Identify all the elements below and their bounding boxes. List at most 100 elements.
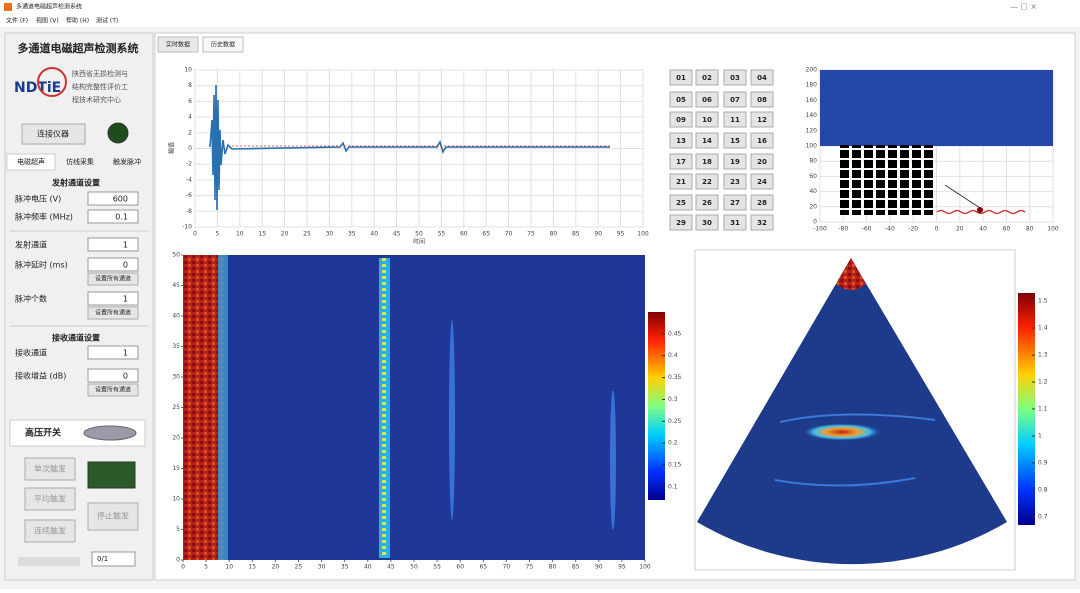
- channel-button[interactable]: [723, 194, 747, 211]
- channel-button[interactable]: [695, 194, 719, 211]
- trigger-button[interactable]: [87, 502, 139, 531]
- menu-item[interactable]: 视图 (V): [36, 17, 59, 25]
- set-all-button[interactable]: [87, 306, 139, 320]
- channel-label[interactable]: 16: [757, 137, 767, 145]
- channel-label[interactable]: 32: [757, 219, 767, 227]
- channel-button[interactable]: [669, 132, 693, 149]
- channel-button[interactable]: [750, 153, 774, 170]
- channel-button[interactable]: [750, 69, 774, 86]
- window-controls[interactable]: — ☐ ✕: [1010, 3, 1037, 12]
- hv-toggle[interactable]: [83, 425, 137, 441]
- set-all-button[interactable]: [87, 272, 139, 286]
- channel-label[interactable]: 06: [702, 96, 712, 104]
- channel-label[interactable]: 13: [676, 137, 686, 145]
- channel-button[interactable]: [669, 214, 693, 231]
- channel-label[interactable]: 14: [702, 137, 712, 145]
- channel-button[interactable]: [750, 111, 774, 128]
- input-value[interactable]: 1: [123, 349, 128, 358]
- channel-button[interactable]: [695, 69, 719, 86]
- channel-button[interactable]: [723, 132, 747, 149]
- channel-button[interactable]: [669, 91, 693, 108]
- channel-label[interactable]: 09: [676, 116, 686, 124]
- channel-button[interactable]: [695, 173, 719, 190]
- channel-label[interactable]: 23: [730, 178, 740, 186]
- trigger-label[interactable]: 连续触发: [34, 526, 66, 536]
- channel-button[interactable]: [750, 132, 774, 149]
- view-tab-label[interactable]: 历史数据: [211, 41, 235, 49]
- channel-button[interactable]: [750, 194, 774, 211]
- channel-label[interactable]: 17: [676, 158, 686, 166]
- channel-button[interactable]: [669, 194, 693, 211]
- trigger-button[interactable]: [24, 457, 76, 481]
- channel-button[interactable]: [695, 153, 719, 170]
- tab-label[interactable]: 仿线采集: [66, 157, 94, 166]
- tab-label[interactable]: 触发脉冲: [113, 157, 141, 166]
- input-value[interactable]: 600: [113, 195, 128, 204]
- connect-button-label[interactable]: 连接仪器: [37, 129, 69, 139]
- channel-button[interactable]: [723, 111, 747, 128]
- set-all-label[interactable]: 设置所有通道: [95, 386, 131, 394]
- channel-label[interactable]: 12: [757, 116, 767, 124]
- menu-item[interactable]: 帮助 (H): [66, 17, 89, 25]
- channel-label[interactable]: 24: [757, 178, 767, 186]
- trigger-label[interactable]: 单次触发: [34, 464, 66, 474]
- channel-button[interactable]: [723, 173, 747, 190]
- channel-label[interactable]: 04: [757, 74, 767, 82]
- trigger-button[interactable]: [24, 519, 76, 543]
- channel-label[interactable]: 10: [702, 116, 712, 124]
- channel-label[interactable]: 21: [676, 178, 686, 186]
- channel-button[interactable]: [750, 91, 774, 108]
- channel-label[interactable]: 20: [757, 158, 767, 166]
- set-all-button[interactable]: [87, 383, 139, 397]
- channel-label[interactable]: 26: [702, 199, 712, 207]
- channel-label[interactable]: 31: [730, 219, 740, 227]
- channel-button[interactable]: [723, 69, 747, 86]
- channel-label[interactable]: 22: [702, 178, 712, 186]
- channel-button[interactable]: [723, 91, 747, 108]
- set-all-label[interactable]: 设置所有通道: [95, 275, 131, 283]
- input-value[interactable]: 0: [123, 372, 128, 381]
- input[interactable]: [87, 345, 139, 360]
- input[interactable]: [87, 237, 139, 252]
- tab-label[interactable]: 电磁超声: [17, 157, 45, 166]
- channel-button[interactable]: [669, 153, 693, 170]
- channel-label[interactable]: 25: [676, 199, 686, 207]
- channel-label[interactable]: 03: [730, 74, 740, 82]
- trigger-label[interactable]: 平均触发: [34, 494, 66, 504]
- channel-label[interactable]: 08: [757, 96, 767, 104]
- channel-label[interactable]: 15: [730, 137, 740, 145]
- input-value[interactable]: 0.1: [115, 213, 128, 222]
- input-value[interactable]: 1: [123, 295, 128, 304]
- channel-label[interactable]: 30: [702, 219, 712, 227]
- input[interactable]: [87, 257, 139, 272]
- channel-button[interactable]: [669, 69, 693, 86]
- channel-label[interactable]: 19: [730, 158, 740, 166]
- input-value[interactable]: 0: [123, 261, 128, 270]
- channel-label[interactable]: 28: [757, 199, 767, 207]
- channel-label[interactable]: 27: [730, 199, 740, 207]
- input[interactable]: [87, 368, 139, 383]
- tab-active[interactable]: [6, 153, 56, 171]
- input-value[interactable]: 1: [123, 241, 128, 250]
- channel-label[interactable]: 02: [702, 74, 712, 82]
- channel-label[interactable]: 18: [702, 158, 712, 166]
- input[interactable]: [87, 191, 139, 206]
- input[interactable]: [87, 209, 139, 224]
- channel-button[interactable]: [695, 91, 719, 108]
- channel-label[interactable]: 01: [676, 74, 686, 82]
- channel-label[interactable]: 11: [730, 116, 740, 124]
- input[interactable]: [87, 291, 139, 306]
- channel-button[interactable]: [669, 173, 693, 190]
- channel-button[interactable]: [723, 214, 747, 231]
- trigger-label[interactable]: 停止触发: [97, 511, 129, 521]
- channel-label[interactable]: 07: [730, 96, 740, 104]
- menu-item[interactable]: 文件 (F): [6, 17, 28, 25]
- channel-label[interactable]: 29: [676, 219, 686, 227]
- trigger-button[interactable]: [24, 487, 76, 511]
- channel-button[interactable]: [669, 111, 693, 128]
- channel-button[interactable]: [750, 214, 774, 231]
- view-tab[interactable]: [202, 36, 244, 53]
- connect-button[interactable]: [21, 123, 86, 145]
- channel-button[interactable]: [695, 132, 719, 149]
- channel-button[interactable]: [750, 173, 774, 190]
